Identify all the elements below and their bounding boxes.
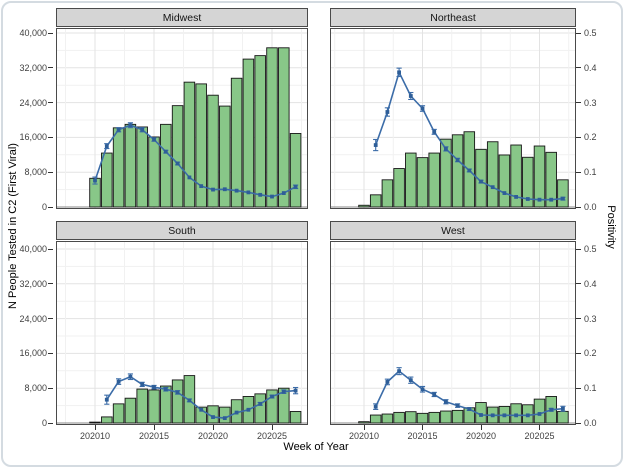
x-tickmark	[212, 425, 214, 430]
facet-chart-west	[330, 241, 576, 425]
y-right-tickmark	[576, 248, 581, 250]
y-right-tick-label: 0.3	[584, 313, 597, 324]
y-left-tick-label: 16,000	[19, 348, 47, 359]
facet-chart-northeast	[330, 28, 576, 209]
x-tick-label: 202010	[79, 431, 111, 441]
facet-chart-midwest	[56, 28, 308, 209]
y-right-tickmark	[576, 171, 581, 173]
x-tick-label: 202015	[407, 431, 438, 441]
x-tick-label: 202020	[465, 431, 497, 441]
y-right-tick-label: 0.2	[584, 348, 597, 359]
y-axis-title-right-text: Positivity	[605, 205, 617, 249]
y-right-tickmark	[576, 318, 581, 320]
y-right-tickmark	[576, 387, 581, 389]
y-left-tickmark	[48, 102, 53, 104]
y-right-tickmark	[576, 206, 581, 208]
y-right-tickmark	[576, 102, 581, 104]
x-tick-label: 202025	[524, 431, 555, 441]
x-tick-label: 202010	[348, 431, 380, 441]
y-left-tickmark	[48, 206, 53, 208]
facet-strip-label: Northeast	[430, 11, 476, 24]
facet-strip-label: South	[168, 224, 196, 237]
y-left-tick-label: 32,000	[19, 62, 47, 73]
y-left-tickmark	[48, 283, 53, 285]
y-right-tickmark	[576, 32, 581, 34]
y-axis-title-left-text: N People Tested in C2 (First Viral)	[7, 143, 19, 309]
y-left-tick-label: 0	[41, 202, 47, 212]
y-right-tick-label: 0.3	[584, 97, 597, 108]
y-left-tickmark	[48, 318, 53, 320]
panel-northeast	[330, 28, 576, 209]
facet-chart-south	[56, 241, 308, 425]
y-left-tick-label: 16,000	[19, 132, 47, 143]
x-tickmark	[539, 425, 540, 430]
x-axis-title-text: Week of Year	[283, 441, 349, 453]
x-tickmark	[153, 425, 155, 430]
facet-strip-label: Midwest	[162, 11, 202, 24]
y-right-tick-label: 0.4	[584, 62, 597, 73]
facet-strip-midwest: Midwest	[56, 8, 308, 27]
y-right-tickmark	[576, 283, 581, 285]
y-right-tick-label: 0.1	[584, 383, 597, 394]
y-left-tick-label: 0	[41, 418, 47, 428]
y-right-tickmark	[576, 67, 581, 69]
y-left-tickmark	[48, 248, 53, 250]
y-left-tick-label: 32,000	[19, 278, 47, 289]
y-right-tick-label: 0.5	[584, 28, 597, 38]
y-left-tickmark	[48, 136, 53, 138]
x-tickmark	[422, 425, 423, 430]
y-right-tick-label: 0.5	[584, 244, 597, 254]
y-left-tick-label: 8,000	[24, 167, 47, 178]
panel-south	[56, 241, 308, 425]
x-tickmark	[480, 425, 482, 430]
y-left-tickmark	[48, 32, 53, 34]
y-right-tick-label: 0.1	[584, 167, 597, 178]
facet-strip-northeast: Northeast	[330, 8, 576, 27]
y-left-tickmark	[48, 387, 53, 389]
x-tick-label: 202025	[256, 431, 288, 441]
facet-strip-west: West	[330, 221, 576, 240]
facet-strip-label: West	[441, 224, 465, 237]
y-left-tick-label: 40,000	[19, 28, 47, 38]
y-left-tickmark	[48, 67, 53, 69]
y-left-tick-label: 24,000	[19, 313, 47, 324]
y-left-tick-label: 8,000	[24, 383, 47, 394]
y-left-tickmark	[48, 171, 53, 173]
x-tickmark	[271, 425, 273, 430]
facet-strip-south: South	[56, 221, 308, 240]
x-tick-label: 202020	[197, 431, 229, 441]
y-left-tick-label: 24,000	[19, 97, 47, 108]
y-right-tickmark	[576, 422, 581, 424]
y-right-tickmark	[576, 136, 581, 138]
y-left-tickmark	[48, 422, 53, 424]
panel-west	[330, 241, 576, 425]
y-right-tick-label: 0.4	[584, 278, 597, 289]
y-right-tick-label: 0.0	[584, 202, 597, 212]
x-tickmark	[94, 425, 96, 430]
panel-midwest	[56, 28, 308, 209]
x-tickmark	[363, 425, 365, 430]
y-right-tick-label: 0.0	[584, 418, 597, 428]
y-left-tick-label: 40,000	[19, 244, 47, 254]
y-right-tickmark	[576, 352, 581, 354]
y-right-tick-label: 0.2	[584, 132, 597, 143]
x-tick-label: 202015	[138, 431, 170, 441]
y-left-tickmark	[48, 352, 53, 354]
